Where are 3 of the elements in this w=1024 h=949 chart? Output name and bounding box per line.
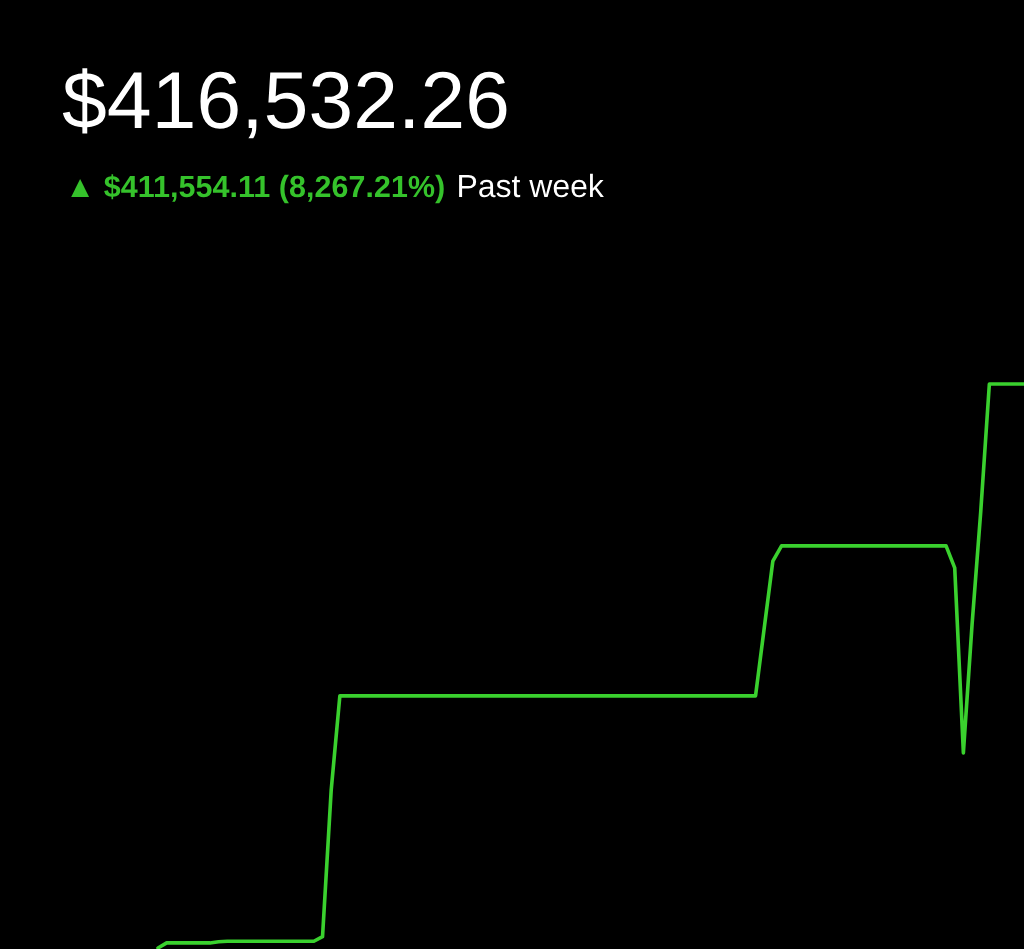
chart-title: $416,532.26 xyxy=(62,68,507,139)
text: Past week xyxy=(459,173,604,198)
chart-subtitle: ▲ $411,554.11 (8,267.21%) xyxy=(71,174,444,204)
